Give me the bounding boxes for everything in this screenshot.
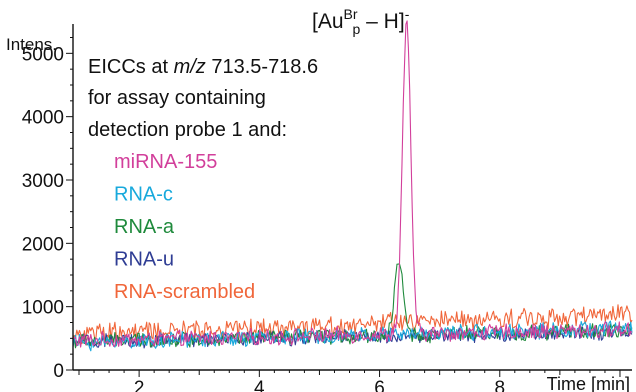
x-tick-label: 6 bbox=[374, 378, 385, 392]
y-tick-label: 3000 bbox=[22, 171, 64, 192]
series-line-rna-a bbox=[72, 263, 633, 349]
y-tick-label: 0 bbox=[53, 361, 64, 382]
y-axis-label: Intens. bbox=[6, 35, 57, 54]
text-layer: 0 1000 2000 3000 4000 5000 2 4 6 8 Intens. Time [mi… bbox=[6, 6, 630, 392]
y-tick-label: 4000 bbox=[22, 108, 64, 129]
series-line-mirna-155 bbox=[72, 20, 633, 348]
annotation-line-2: for assay containing bbox=[88, 87, 266, 109]
series-line-rna-scrambled bbox=[72, 304, 633, 345]
annotation-line-3: detection probe 1 and: bbox=[88, 119, 287, 141]
legend-entry-rna-c: RNA-c bbox=[114, 184, 173, 206]
x-axis-label: Time [min] bbox=[547, 374, 630, 392]
axes-layer bbox=[66, 24, 632, 377]
legend-entry-rna-a: RNA-a bbox=[114, 216, 175, 238]
legend-entry-mirna-155: miRNA-155 bbox=[114, 151, 217, 173]
y-tick-label: 2000 bbox=[22, 234, 64, 255]
series-layer bbox=[72, 20, 633, 352]
legend-entry-rna-scrambled: RNA-scrambled bbox=[114, 281, 255, 303]
y-tick-label: 5000 bbox=[22, 44, 64, 65]
x-tick-label: 4 bbox=[254, 378, 265, 392]
annotation-line-1: EICCs at m/z 713.5-718.6 bbox=[88, 56, 318, 78]
legend-entry-rna-u: RNA-u bbox=[114, 249, 174, 271]
x-tick-label: 2 bbox=[134, 378, 145, 392]
peak-label: [AuBr p – H]- bbox=[312, 6, 410, 37]
y-tick-label: 1000 bbox=[22, 298, 64, 319]
x-tick-label: 8 bbox=[494, 378, 505, 392]
